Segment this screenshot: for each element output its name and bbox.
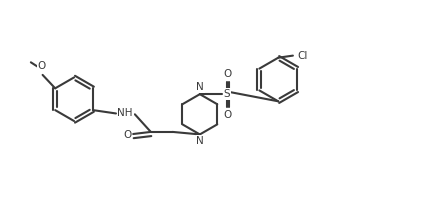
Text: O: O [223,110,231,120]
Text: Cl: Cl [297,51,307,61]
Text: N: N [196,83,204,92]
Text: O: O [123,130,131,140]
Text: O: O [38,61,46,71]
Text: N: N [196,136,204,146]
Text: S: S [224,89,230,99]
Text: O: O [223,69,231,79]
Text: NH: NH [118,108,133,118]
